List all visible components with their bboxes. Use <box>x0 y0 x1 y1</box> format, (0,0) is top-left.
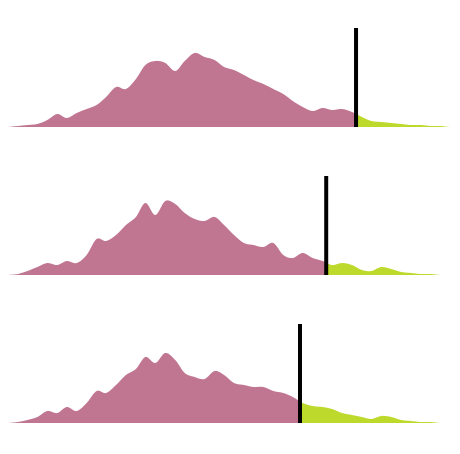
density-area-above-threshold <box>299 401 460 423</box>
ridge-panel-3 <box>8 324 460 423</box>
density-area-above-threshold <box>356 113 460 127</box>
density-area-below-threshold <box>8 200 327 275</box>
ridge-panel-1 <box>8 28 460 127</box>
ridge-panel-2 <box>8 176 460 275</box>
density-area-above-threshold <box>326 262 460 275</box>
density-area-below-threshold <box>8 352 300 423</box>
density-area-below-threshold <box>8 52 357 127</box>
